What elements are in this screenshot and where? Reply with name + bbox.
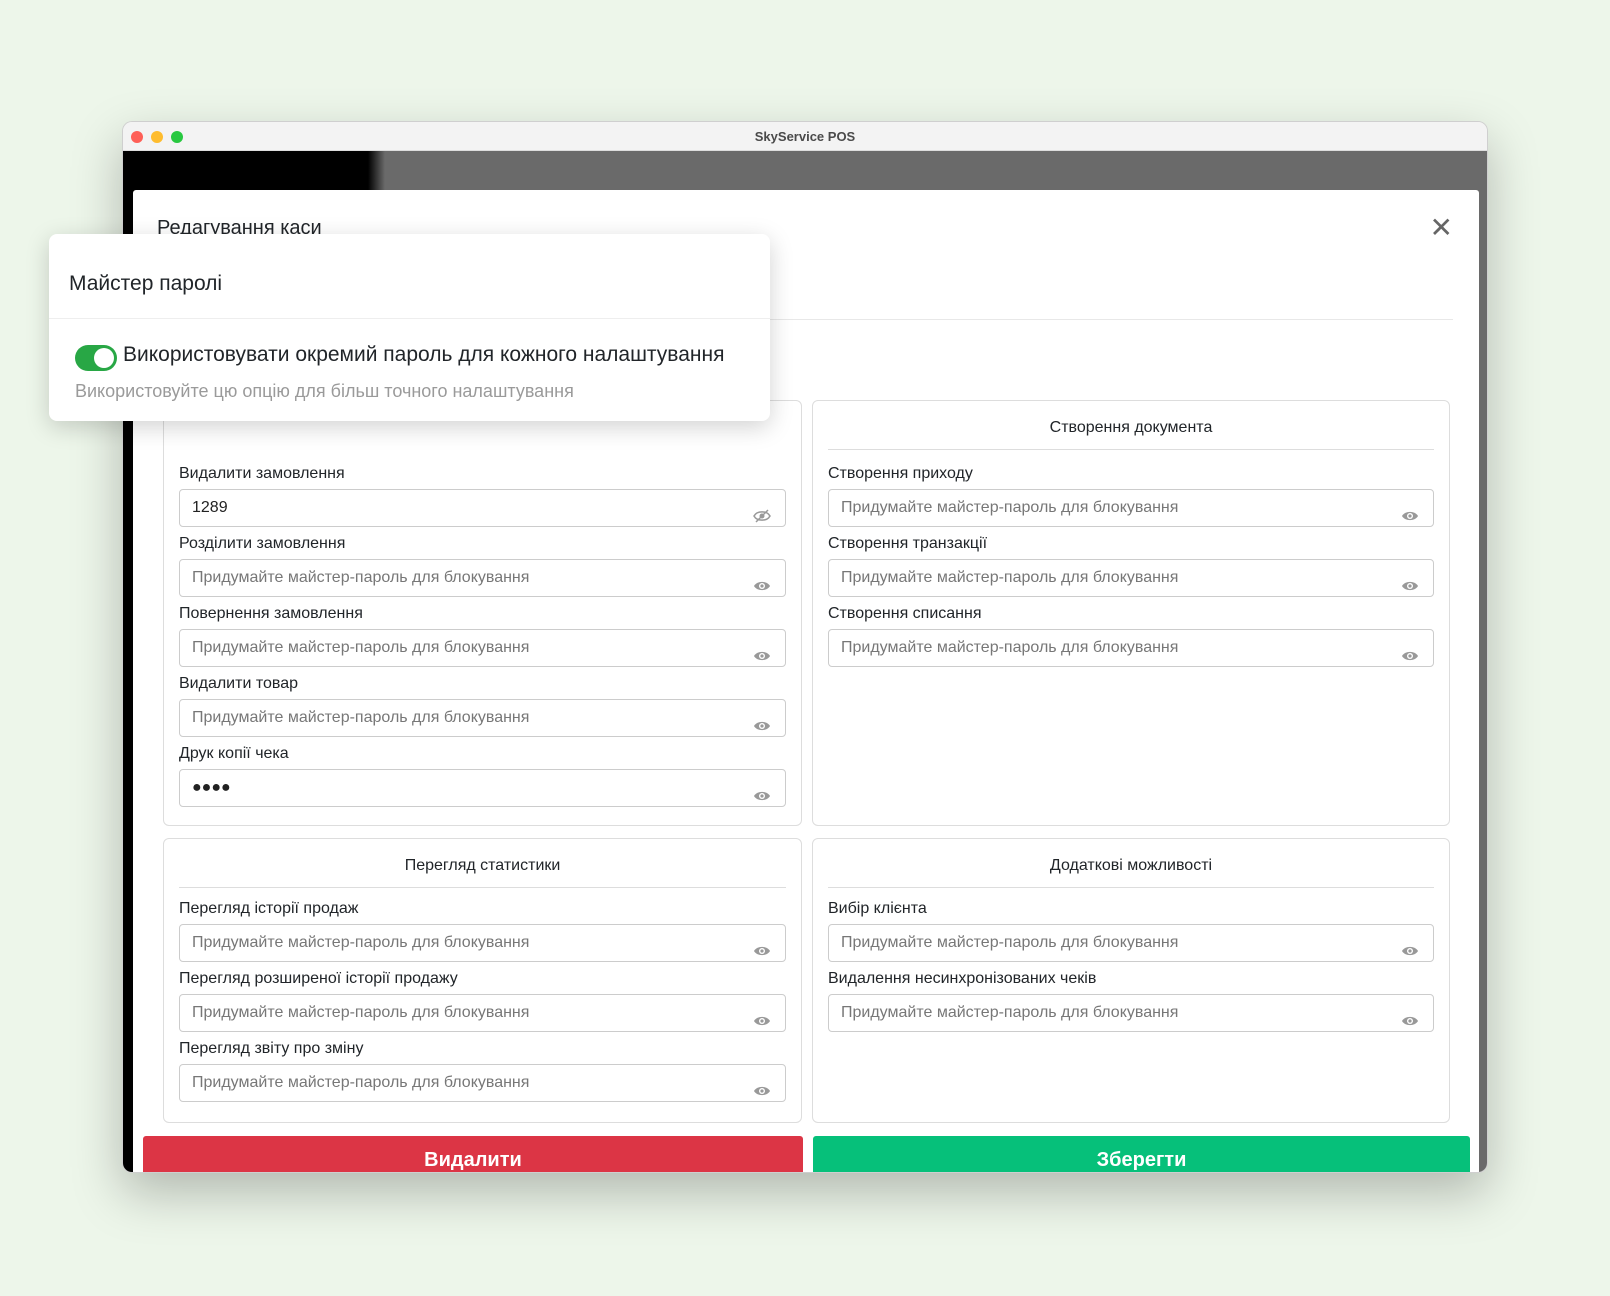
input-placeholder: Придумайте майстер-пароль для блокування	[841, 639, 1179, 656]
modal-backdrop: Редагування каси ✕ Видалити Зберегти Вид…	[123, 151, 1487, 1172]
maximize-window-button[interactable]	[171, 131, 183, 143]
eye-icon[interactable]	[753, 1006, 771, 1026]
panel-2: Створення документа Створення приходу Пр…	[812, 400, 1450, 826]
password-input[interactable]: Придумайте майстер-пароль для блокування	[828, 559, 1434, 597]
close-window-button[interactable]	[131, 131, 143, 143]
field-label: Перегляд історії продаж	[179, 900, 359, 917]
password-input[interactable]: ●●●●	[179, 769, 786, 807]
password-input[interactable]: Придумайте майстер-пароль для блокування	[828, 994, 1434, 1032]
master-password-popup: Майстер паролі Використовувати окремий п…	[49, 234, 770, 421]
password-field: Перегляд історії продаж Придумайте майст…	[179, 899, 786, 962]
save-button[interactable]: Зберегти	[813, 1136, 1470, 1172]
eye-icon[interactable]	[1401, 1006, 1419, 1026]
panel-4: Додаткові можливості Вибір клієнта Приду…	[812, 838, 1450, 1123]
password-input[interactable]: Придумайте майстер-пароль для блокування	[828, 489, 1434, 527]
password-field: Перегляд розширеної історії продажу Прид…	[179, 969, 786, 1032]
field-label: Видалити замовлення	[179, 465, 345, 482]
separate-password-toggle[interactable]	[75, 345, 117, 371]
popup-title: Майстер паролі	[69, 272, 223, 295]
password-input[interactable]: Придумайте майстер-пароль для блокування	[179, 1064, 786, 1102]
input-placeholder: Придумайте майстер-пароль для блокування	[841, 934, 1179, 951]
field-label: Друк копії чека	[179, 745, 289, 762]
input-placeholder: Придумайте майстер-пароль для блокування	[841, 499, 1179, 516]
eye-icon[interactable]	[1401, 501, 1419, 521]
input-placeholder: Придумайте майстер-пароль для блокування	[192, 1074, 530, 1091]
password-field: Створення списання Придумайте майстер-па…	[828, 604, 1434, 667]
eye-icon[interactable]	[753, 781, 771, 801]
input-placeholder: Придумайте майстер-пароль для блокування	[841, 1004, 1179, 1021]
eye-icon[interactable]	[753, 571, 771, 591]
eye-icon[interactable]	[753, 1076, 771, 1096]
field-label: Перегляд звіту про зміну	[179, 1040, 364, 1057]
panel-title: Перегляд статистики	[179, 839, 786, 888]
panel-title: Додаткові можливості	[828, 839, 1434, 888]
input-value: 1289	[192, 499, 228, 516]
toggle-knob	[94, 348, 114, 368]
eye-icon[interactable]	[753, 641, 771, 661]
password-input[interactable]: Придумайте майстер-пароль для блокування	[179, 559, 786, 597]
password-input[interactable]: Придумайте майстер-пароль для блокування	[179, 699, 786, 737]
field-label: Видалення несинхронізованих чеків	[828, 970, 1097, 987]
divider	[49, 318, 770, 319]
eye-icon[interactable]	[1401, 571, 1419, 591]
password-input[interactable]: Придумайте майстер-пароль для блокування	[179, 994, 786, 1032]
edit-register-modal: Редагування каси ✕ Видалити Зберегти Вид…	[133, 190, 1479, 1172]
input-placeholder: Придумайте майстер-пароль для блокування	[841, 569, 1179, 586]
field-label: Створення приходу	[828, 465, 973, 482]
eye-icon[interactable]	[753, 936, 771, 956]
password-input[interactable]: Придумайте майстер-пароль для блокування	[828, 924, 1434, 962]
field-label: Перегляд розширеної історії продажу	[179, 970, 458, 987]
password-field: Видалити замовлення 1289	[179, 464, 786, 527]
input-placeholder: Придумайте майстер-пароль для блокування	[192, 569, 530, 586]
password-field: Повернення замовлення Придумайте майстер…	[179, 604, 786, 667]
field-label: Створення транзакції	[828, 535, 988, 552]
password-field: Перегляд звіту про зміну Придумайте майс…	[179, 1039, 786, 1102]
password-field: Друк копії чека ●●●●	[179, 744, 786, 807]
eye-slash-icon[interactable]	[753, 501, 771, 523]
eye-icon[interactable]	[753, 711, 771, 731]
password-input[interactable]: Придумайте майстер-пароль для блокування	[828, 629, 1434, 667]
password-field: Створення приходу Придумайте майстер-пар…	[828, 464, 1434, 527]
divider	[733, 319, 1453, 320]
panel-3: Перегляд статистики Перегляд історії про…	[163, 838, 802, 1123]
password-input[interactable]: Придумайте майстер-пароль для блокування	[179, 629, 786, 667]
input-placeholder: Придумайте майстер-пароль для блокування	[192, 639, 530, 656]
password-input[interactable]: 1289	[179, 489, 786, 527]
close-icon[interactable]: ✕	[1429, 212, 1453, 243]
delete-button[interactable]: Видалити	[143, 1136, 803, 1172]
field-label: Видалити товар	[179, 675, 298, 692]
input-value: ●●●●	[192, 779, 231, 796]
input-placeholder: Придумайте майстер-пароль для блокування	[192, 709, 530, 726]
input-placeholder: Придумайте майстер-пароль для блокування	[192, 1004, 530, 1021]
password-field: Розділити замовлення Придумайте майстер-…	[179, 534, 786, 597]
field-label: Створення списання	[828, 605, 982, 622]
field-label: Вибір клієнта	[828, 900, 927, 917]
field-label: Розділити замовлення	[179, 535, 346, 552]
modal-title: Редагування каси	[157, 217, 322, 239]
eye-icon[interactable]	[1401, 641, 1419, 661]
password-field: Вибір клієнта Придумайте майстер-пароль …	[828, 899, 1434, 962]
password-field: Видалення несинхронізованих чеків Придум…	[828, 969, 1434, 1032]
field-label: Повернення замовлення	[179, 605, 363, 622]
window-title: SkyService POS	[754, 129, 856, 144]
eye-icon[interactable]	[1401, 936, 1419, 956]
password-field: Створення транзакції Придумайте майстер-…	[828, 534, 1434, 597]
app-window: SkyService POS Редагування каси ✕ Видали…	[122, 121, 1488, 1173]
password-field: Видалити товар Придумайте майстер-пароль…	[179, 674, 786, 737]
panel-title: Створення документа	[828, 401, 1434, 450]
minimize-window-button[interactable]	[151, 131, 163, 143]
panel-1: Видалити замовлення 1289 Розділити замов…	[163, 400, 802, 826]
input-placeholder: Придумайте майстер-пароль для блокування	[192, 934, 530, 951]
title-bar: SkyService POS	[123, 122, 1487, 151]
toggle-hint: Використовуйте цю опцію для більш точног…	[75, 381, 574, 401]
toggle-label: Використовувати окремий пароль для кожно…	[123, 343, 725, 366]
password-input[interactable]: Придумайте майстер-пароль для блокування	[179, 924, 786, 962]
